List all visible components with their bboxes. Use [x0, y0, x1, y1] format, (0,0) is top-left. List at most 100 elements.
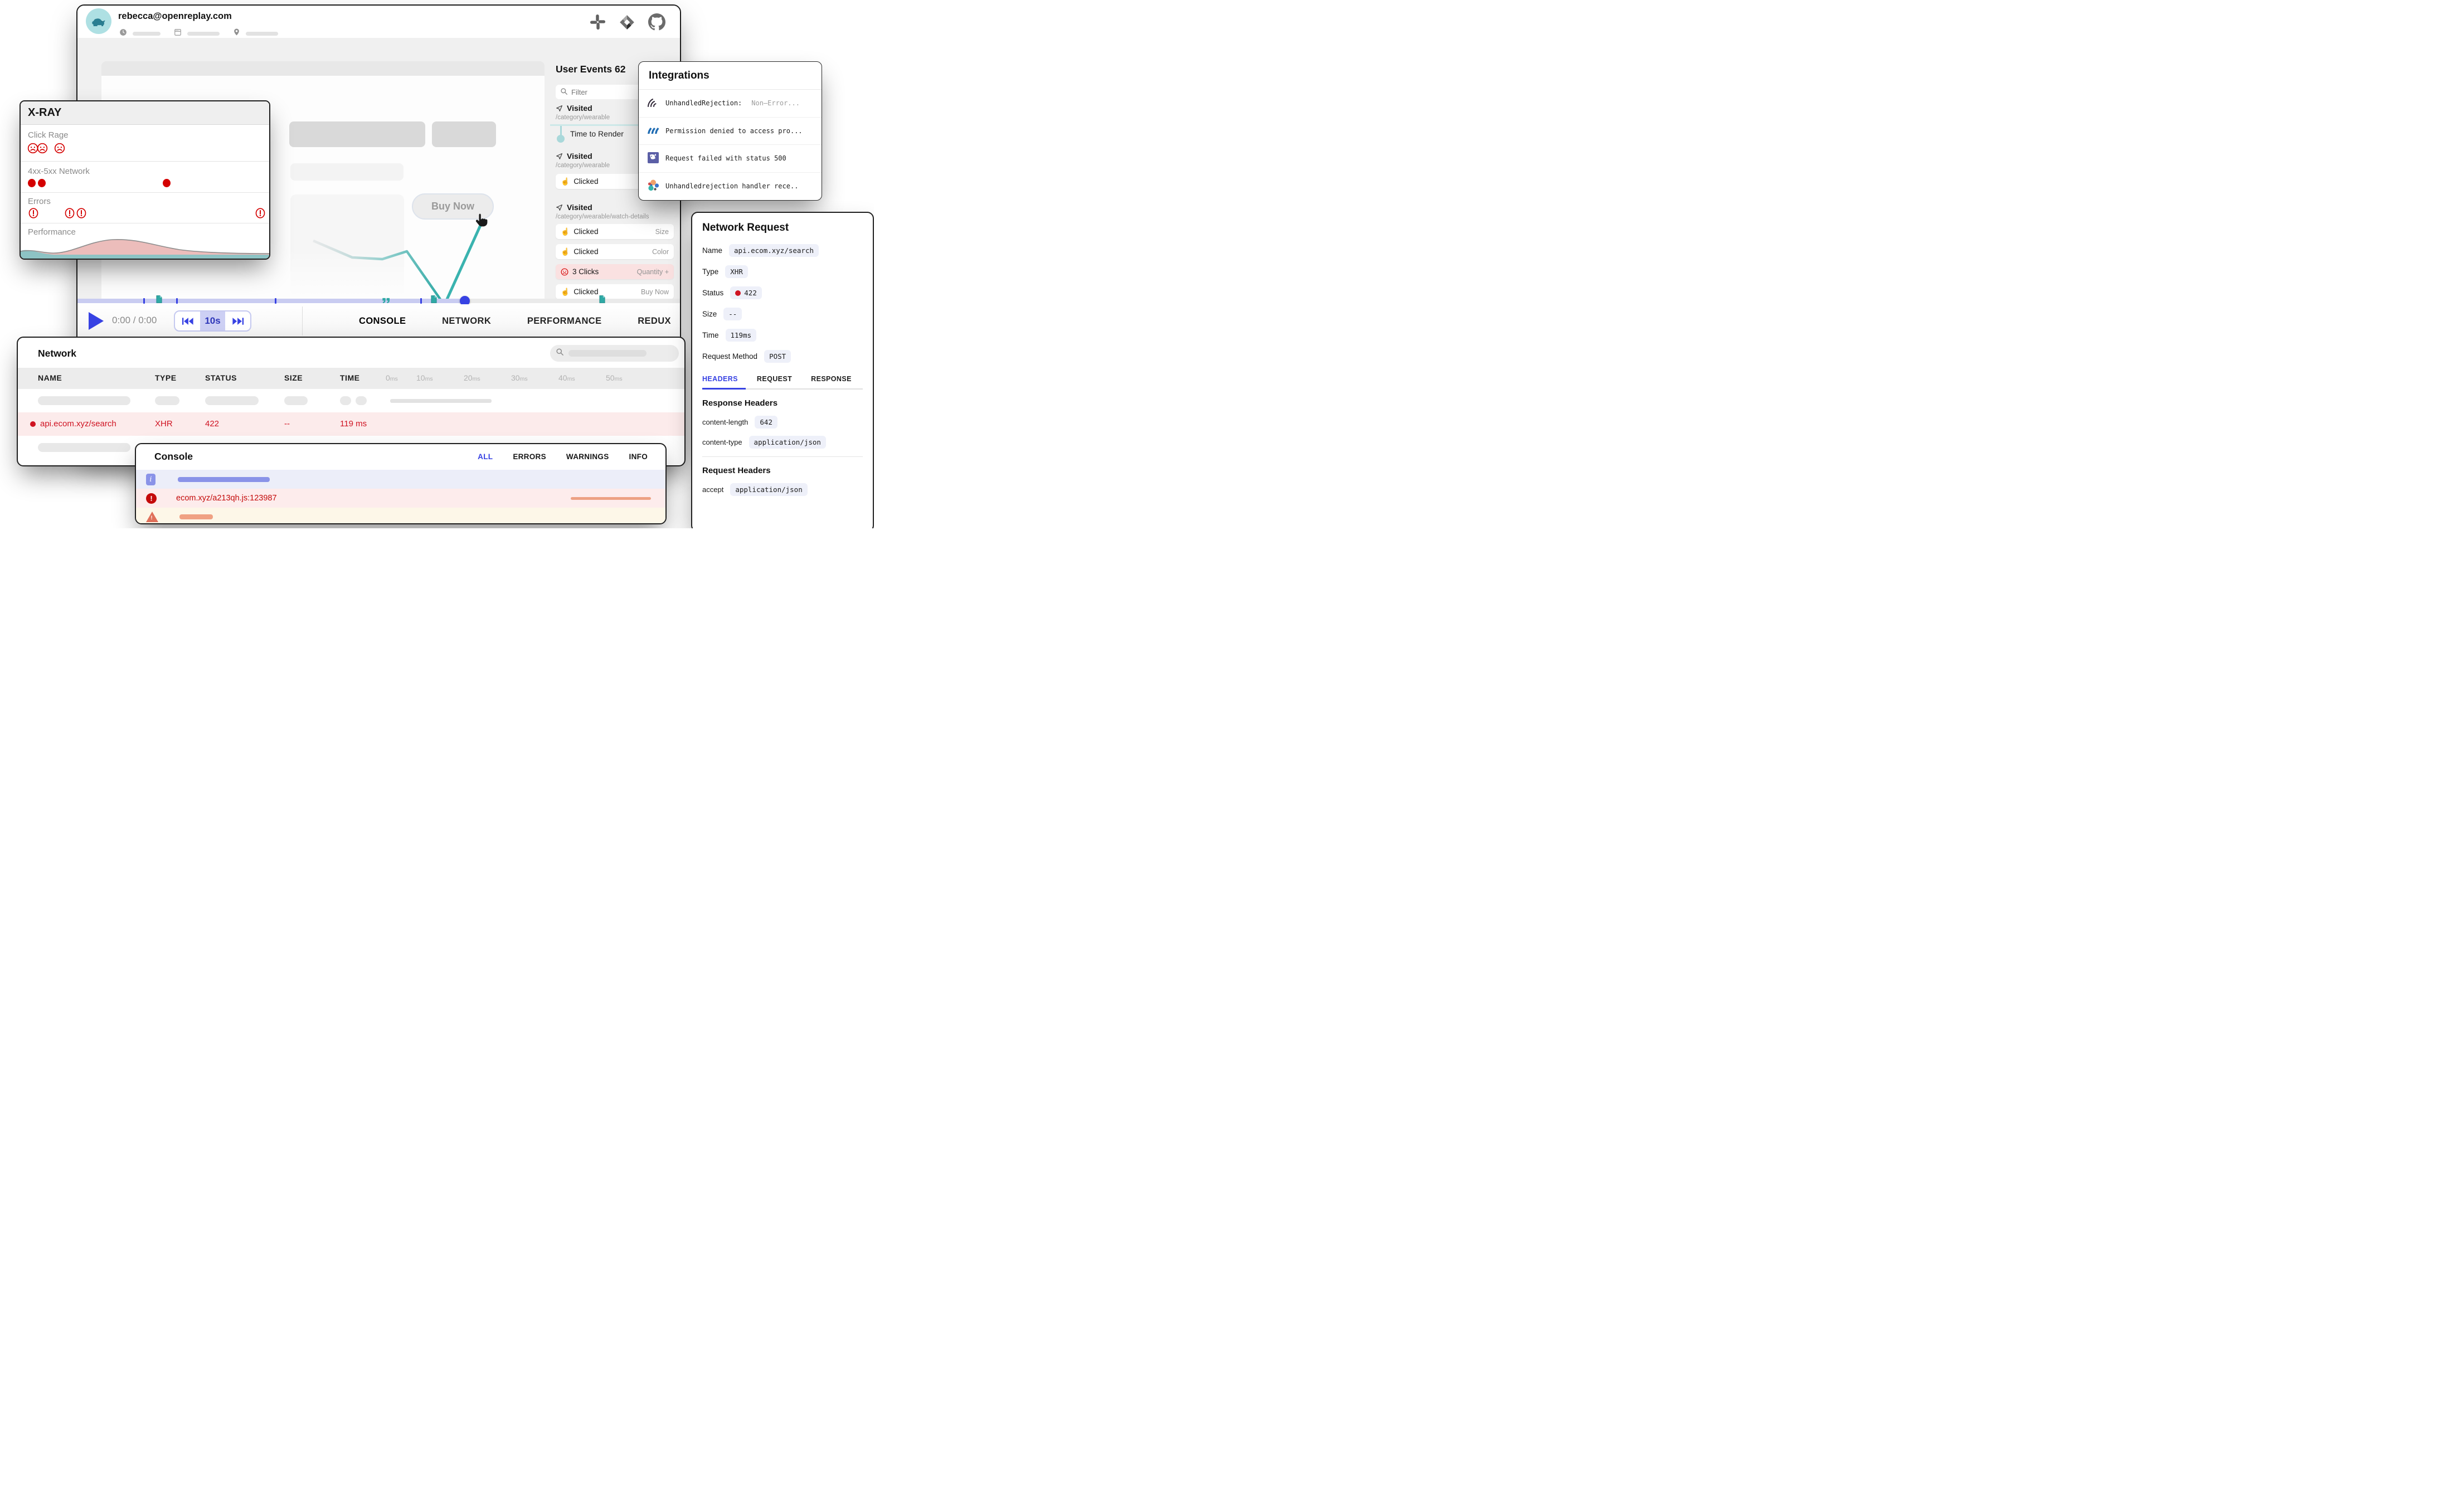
timeline-track-played [77, 299, 465, 303]
column-type[interactable]: TYPE [155, 373, 177, 382]
network-error-dot [38, 179, 46, 187]
skip-back-button[interactable] [175, 312, 200, 330]
click-icon: ☝ [561, 288, 570, 296]
console-title: Console [154, 451, 193, 462]
network-request-panel: Network Request Name api.ecom.xyz/search… [691, 212, 874, 528]
log-placeholder-bar [178, 476, 270, 482]
screenshot-stage: rebecca@openreplay.com [0, 0, 874, 528]
tab-network[interactable]: NETWORK [442, 315, 492, 326]
skip-forward-button[interactable] [225, 312, 250, 330]
skip-interval-label: 10s [200, 312, 225, 330]
xray-section-label: Performance [28, 227, 76, 237]
response-headers-title: Response Headers [702, 398, 778, 408]
header-label: accept [702, 485, 724, 494]
integration-item[interactable]: Request failed with status 500 [639, 145, 822, 173]
network-search-field[interactable] [550, 345, 679, 362]
console-error-row[interactable]: ! ecom.xyz/a213qh.js:123987 [136, 489, 665, 508]
console-tab-bar: ALL ERRORS WARNINGS INFO [478, 452, 648, 461]
request-name: api.ecom.xyz/search [40, 419, 116, 429]
field-label: Size [702, 310, 717, 318]
request-size: -- [284, 419, 290, 429]
network-row-error[interactable]: api.ecom.xyz/search XHR 422 -- 119 ms [18, 412, 684, 436]
error-icon [76, 207, 87, 222]
session-meta [119, 28, 278, 39]
navigate-icon [556, 204, 562, 211]
tab-redux[interactable]: REDUX [638, 315, 671, 326]
event-clicked[interactable]: ☝ Clicked Color [556, 244, 674, 259]
event-target: Buy Now [640, 288, 669, 296]
column-time[interactable]: TIME [340, 373, 360, 382]
timing-stem [560, 126, 562, 136]
field-label: Name [702, 246, 723, 255]
console-warning-row[interactable]: ! [136, 508, 665, 523]
event-target: Color [652, 247, 669, 256]
column-size[interactable]: SIZE [284, 373, 303, 382]
meta-placeholder [133, 31, 161, 36]
field-value: api.ecom.xyz/search [729, 244, 819, 257]
elastic-icon [647, 179, 660, 194]
slack-icon[interactable] [590, 14, 606, 33]
clock-icon [119, 28, 127, 39]
xray-panel: X-RAY Click Rage 4xx-5xx Network Errors [20, 100, 270, 260]
event-clicked[interactable]: ☝ Clicked Buy Now [556, 284, 674, 299]
datadog-icon [647, 151, 660, 166]
playhead[interactable] [460, 296, 470, 306]
search-icon [560, 87, 568, 97]
event-visited[interactable]: Visited [556, 152, 592, 160]
xray-section-label: 4xx-5xx Network [28, 167, 90, 176]
tab-request[interactable]: REQUEST [756, 375, 793, 383]
event-timing[interactable]: Time to Render [570, 129, 624, 138]
integration-item[interactable]: Permission denied to access pro... [639, 118, 822, 145]
xray-section-label: Errors [28, 197, 51, 206]
integration-item[interactable]: Unhandledrejection handler rece.. [639, 173, 822, 201]
network-row-placeholder[interactable] [18, 389, 684, 412]
event-rage-clicks[interactable]: 3 Clicks Quantity + [556, 264, 674, 279]
request-headers-title: Request Headers [702, 466, 771, 475]
field-value: XHR [725, 265, 748, 278]
click-icon: ☝ [561, 227, 570, 236]
location-pin-icon [233, 28, 240, 39]
field-value: 119ms [725, 329, 757, 342]
play-time: 0:00 / 0:00 [112, 315, 157, 325]
skeleton-block [289, 121, 425, 147]
tab-all[interactable]: ALL [478, 452, 493, 461]
error-icon [28, 207, 39, 222]
timeline-track-remaining [465, 299, 680, 303]
network-request-title: Network Request [702, 222, 789, 233]
performance-chart [21, 239, 269, 259]
user-email: rebecca@openreplay.com [118, 11, 232, 21]
tab-response[interactable]: RESPONSE [811, 375, 852, 383]
tab-warnings[interactable]: WARNINGS [566, 452, 609, 461]
network-title: Network [38, 348, 77, 359]
tab-headers[interactable]: HEADERS [702, 375, 738, 383]
page-marker-icon[interactable] [599, 295, 605, 306]
pointer-cursor-icon [474, 213, 488, 231]
field-label: Status [702, 289, 724, 297]
angry-face-icon [561, 268, 568, 275]
event-clicked[interactable]: ☝ Clicked Size [556, 224, 674, 239]
page-marker-icon[interactable] [156, 295, 162, 306]
skeleton-block [290, 194, 404, 296]
page-marker-icon[interactable] [431, 295, 437, 306]
event-visited[interactable]: Visited [556, 104, 592, 113]
column-status[interactable]: STATUS [205, 373, 237, 382]
log-placeholder-bar [179, 514, 213, 519]
header-value: 642 [755, 416, 777, 429]
player-timeline[interactable] [77, 295, 680, 306]
integration-item[interactable]: UnhandledRejection: Non—Error... [639, 90, 822, 118]
tab-info[interactable]: INFO [629, 452, 648, 461]
jira-icon[interactable] [619, 14, 635, 33]
console-info-row[interactable]: i [136, 470, 665, 489]
tab-errors[interactable]: ERRORS [513, 452, 546, 461]
tab-performance[interactable]: PERFORMANCE [527, 315, 602, 326]
replayed-page-header [101, 61, 545, 76]
quote-marker-icon[interactable] [382, 296, 391, 306]
timeline-tick [176, 298, 178, 304]
tab-console[interactable]: CONSOLE [359, 315, 406, 326]
column-name[interactable]: NAME [38, 373, 62, 382]
timeline-tick [420, 298, 422, 304]
play-button[interactable] [89, 312, 104, 330]
event-visited[interactable]: Visited [556, 203, 592, 212]
request-status: 422 [205, 419, 220, 429]
github-icon[interactable] [648, 13, 665, 33]
